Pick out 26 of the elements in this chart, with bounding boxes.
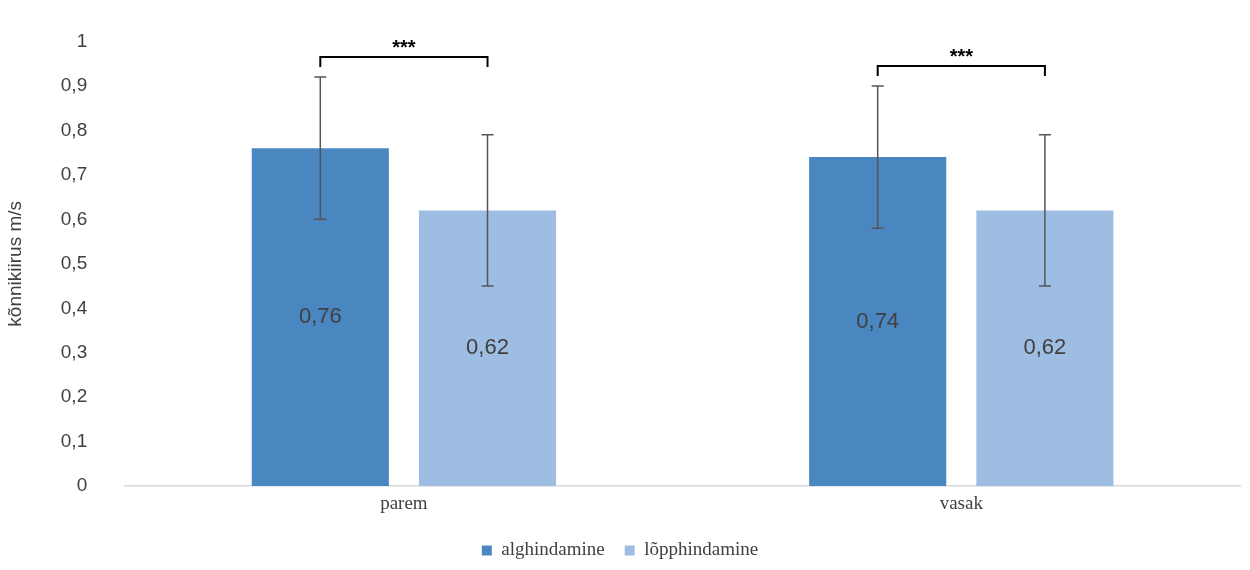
legend-label: lõpphindamine [644,538,759,560]
bar [251,148,389,487]
y-tick-label: 0,4 [60,296,88,318]
x-tick-label: vasak [939,491,984,513]
bar [418,210,557,487]
y-axis-title: kõnnikiirus m/s [3,200,25,327]
bar [976,210,1114,487]
annotation: *** [392,36,416,59]
bar [809,157,947,487]
y-tick-label: 0,3 [60,340,88,362]
y-tick-label: 1 [76,29,88,51]
data-label: 0,62 [466,334,509,360]
data-label: 0,62 [1023,334,1067,360]
legend-label: alghindamine [501,538,605,560]
y-tick-label: 0,8 [60,118,88,140]
y-tick-label: 0,6 [60,207,88,229]
data-label: 0,76 [298,303,342,329]
x-tick-label: parem [380,491,428,513]
y-tick-label: 0,9 [60,74,88,96]
annotation: *** [949,45,974,68]
data-label: 0,74 [856,307,900,333]
y-tick-label: 0 [76,474,88,496]
y-tick-label: 0,1 [60,429,88,451]
y-tick-label: 0,5 [60,252,88,274]
y-tick-label: 0,7 [60,163,88,185]
y-tick-label: 0,2 [60,385,88,407]
